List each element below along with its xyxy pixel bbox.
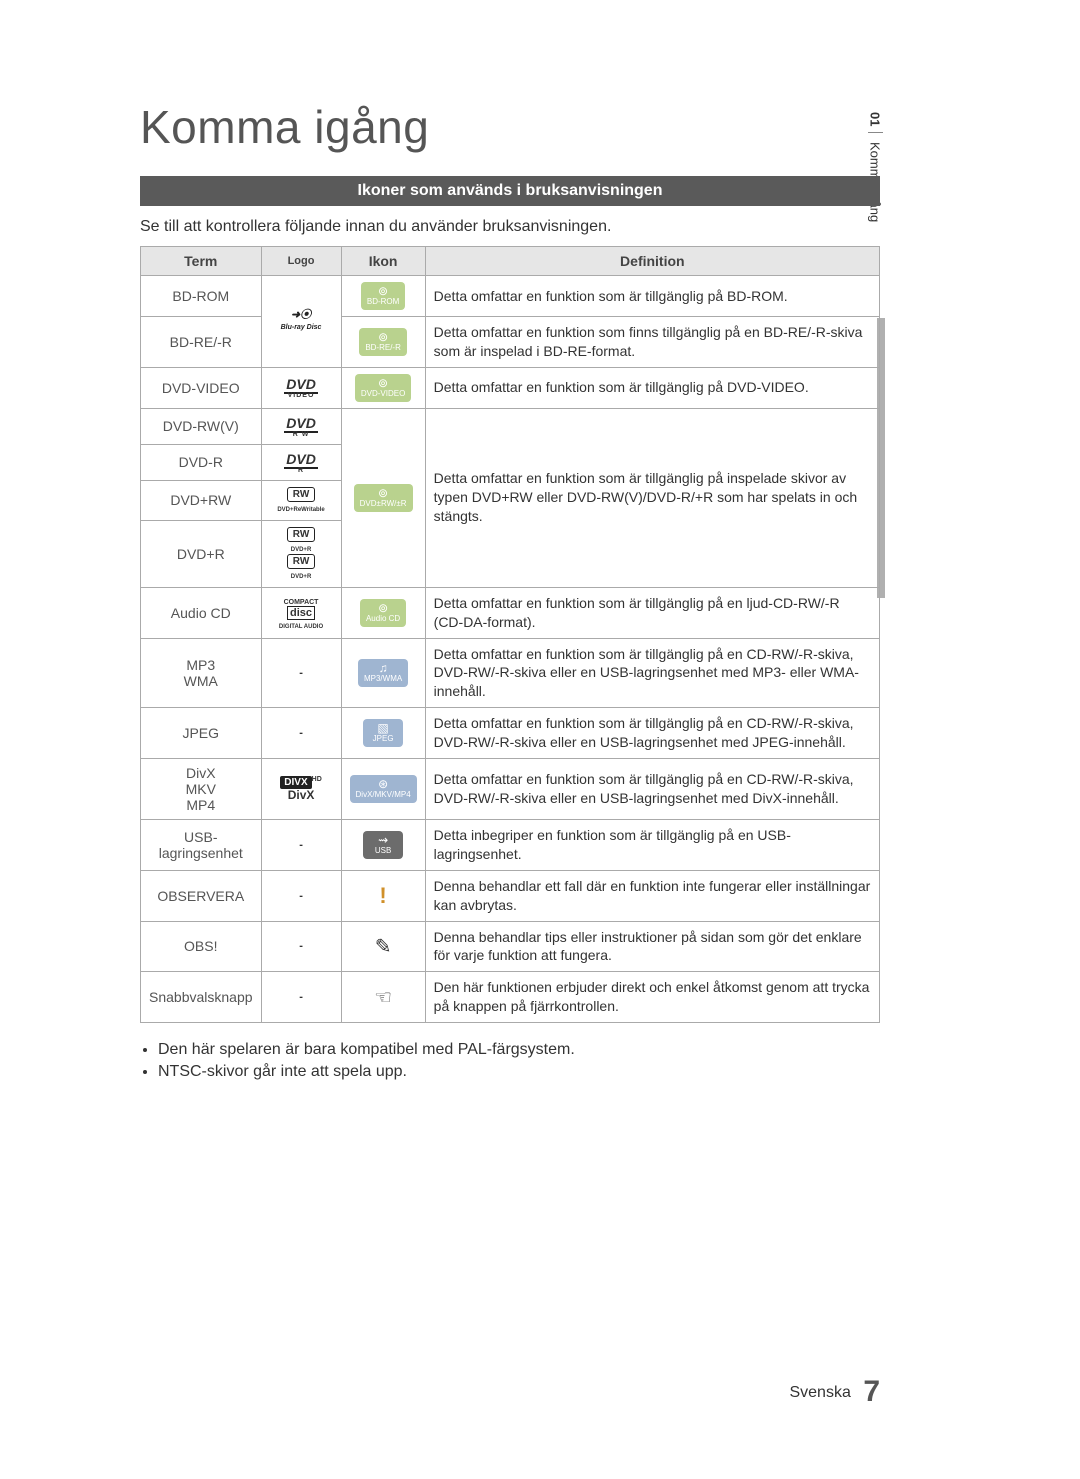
footer-language: Svenska [789, 1384, 850, 1401]
term-cell: MP3WMA [141, 638, 262, 708]
section-heading: Ikoner som används i bruksanvisningen [140, 176, 880, 206]
definition-cell: Detta omfattar en funktion som är tillgä… [425, 587, 879, 638]
definition-cell: Den här funktionen erbjuder direkt och e… [425, 972, 879, 1023]
footnote-item: NTSC-skivor går inte att spela upp. [158, 1063, 880, 1081]
ikon-cell: ▧JPEG [341, 708, 425, 759]
definition-cell: Detta omfattar en funktion som är tillgä… [425, 408, 879, 587]
term-cell: DVD+R [141, 520, 262, 587]
format-icon: ♫MP3/WMA [358, 659, 408, 687]
logo-cell: ➜⦿Blu-ray Disc [261, 276, 341, 368]
logo-cell: DIVXHDDivX [261, 758, 341, 819]
table-row: Snabbvalsknapp- ☜ Den här funktionen erbju… [141, 972, 880, 1023]
col-ikon: Ikon [341, 247, 425, 276]
format-icon: ⊚Audio CD [360, 599, 406, 627]
format-icon: ⊚BD-ROM [361, 282, 405, 310]
format-icon: ▧JPEG [363, 719, 403, 747]
logo-cell: RWDVD+ReWritable [261, 480, 341, 520]
table-row: DivXMKVMP4DIVXHDDivX ⊛DivX/MKV/MP4 Detta o… [141, 758, 880, 819]
icon-table: Term Logo Ikon Definition BD-ROM➜⦿Blu-ra… [140, 246, 880, 1023]
col-logo: Logo [261, 247, 341, 276]
page-title: Komma igång [140, 100, 880, 154]
ikon-cell: ☜ [341, 972, 425, 1023]
caution-icon: ! [379, 883, 386, 908]
ikon-cell: ⊛DivX/MKV/MP4 [341, 758, 425, 819]
logo-cell: COMPACTdiscDIGITAL AUDIO [261, 587, 341, 638]
format-icon: ⊚DVD±RW/±R [354, 484, 413, 512]
table-row: Audio CDCOMPACTdiscDIGITAL AUDIO ⊚Audio C… [141, 587, 880, 638]
term-cell: BD-ROM [141, 276, 262, 317]
footnote-item: Den här spelaren är bara kompatibel med … [158, 1041, 880, 1059]
term-cell: Snabbvalsknapp [141, 972, 262, 1023]
term-cell: Audio CD [141, 587, 262, 638]
ikon-cell: ✎ [341, 921, 425, 972]
logo-cell: RWDVD+RRWDVD+R [261, 520, 341, 587]
definition-cell: Detta omfattar en funktion som är tillgä… [425, 758, 879, 819]
term-cell: OBS! [141, 921, 262, 972]
col-term: Term [141, 247, 262, 276]
table-row: BD-ROM➜⦿Blu-ray Disc⊚BD-ROMDetta omfatta… [141, 276, 880, 317]
term-cell: USB-lagringsenhet [141, 819, 262, 870]
logo-cell: - [261, 638, 341, 708]
ikon-cell: ♫MP3/WMA [341, 638, 425, 708]
term-cell: DVD-RW(V) [141, 408, 262, 444]
definition-cell: Denna behandlar tips eller instruktioner… [425, 921, 879, 972]
definition-cell: Detta omfattar en funktion som är tillgä… [425, 708, 879, 759]
table-row: USB-lagringsenhet-⇝USB Detta inbegriper e… [141, 819, 880, 870]
table-row: JPEG-▧JPEG Detta omfattar en funktion som… [141, 708, 880, 759]
intro-text: Se till att kontrollera följande innan d… [140, 218, 880, 236]
ikon-cell: ⊚BD-ROM [341, 276, 425, 317]
format-icon: ⊚DVD-VIDEO [355, 374, 411, 402]
logo-cell: - [261, 819, 341, 870]
definition-cell: Detta omfattar en funktion som är tillgä… [425, 276, 879, 317]
term-cell: DVD-R [141, 444, 262, 480]
table-row: BD-RE/-R ⊚BD-RE/-R Detta omfattar en funkt… [141, 316, 880, 367]
table-row: OBSERVERA-! Denna behandlar ett fall där … [141, 870, 880, 921]
term-cell: DivXMKVMP4 [141, 758, 262, 819]
ikon-cell: ⇝USB [341, 819, 425, 870]
term-cell: OBSERVERA [141, 870, 262, 921]
logo-cell: - [261, 708, 341, 759]
definition-cell: Detta inbegriper en funktion som är till… [425, 819, 879, 870]
hand-icon: ☜ [374, 987, 392, 1009]
logo-cell: DVDVIDEO [261, 367, 341, 408]
footer-page-number: 7 [863, 1375, 880, 1408]
logo-cell: - [261, 921, 341, 972]
table-row: DVD-RW(V)DVDR W⊚DVD±RW/±RDetta omfattar … [141, 408, 880, 444]
col-definition: Definition [425, 247, 879, 276]
definition-cell: Detta omfattar en funktion som finns til… [425, 316, 879, 367]
definition-cell: Detta omfattar en funktion som är tillgä… [425, 638, 879, 708]
ikon-cell: ! [341, 870, 425, 921]
term-cell: DVD+RW [141, 480, 262, 520]
logo-cell: DVDR [261, 444, 341, 480]
page-footer: Svenska 7 [789, 1375, 880, 1409]
table-row: DVD-VIDEODVDVIDEO ⊚DVD-VIDEO Detta omfatta… [141, 367, 880, 408]
format-icon: ⇝USB [363, 831, 403, 859]
format-icon: ⊛DivX/MKV/MP4 [350, 775, 417, 803]
ikon-cell: ⊚DVD-VIDEO [341, 367, 425, 408]
term-cell: BD-RE/-R [141, 316, 262, 367]
note-icon: ✎ [375, 936, 392, 958]
logo-cell: - [261, 870, 341, 921]
definition-cell: Detta omfattar en funktion som är tillgä… [425, 367, 879, 408]
ikon-cell: ⊚DVD±RW/±R [341, 408, 425, 587]
ikon-cell: ⊚BD-RE/-R [341, 316, 425, 367]
term-cell: DVD-VIDEO [141, 367, 262, 408]
ikon-cell: ⊚Audio CD [341, 587, 425, 638]
table-row: MP3WMA-♫MP3/WMA Detta omfattar en funktio… [141, 638, 880, 708]
format-icon: ⊚BD-RE/-R [359, 328, 407, 356]
logo-cell: DVDR W [261, 408, 341, 444]
logo-cell: - [261, 972, 341, 1023]
term-cell: JPEG [141, 708, 262, 759]
definition-cell: Denna behandlar ett fall där en funktion… [425, 870, 879, 921]
table-row: OBS!- ✎ Denna behandlar tips eller instruk… [141, 921, 880, 972]
footnotes: Den här spelaren är bara kompatibel med … [140, 1041, 880, 1081]
